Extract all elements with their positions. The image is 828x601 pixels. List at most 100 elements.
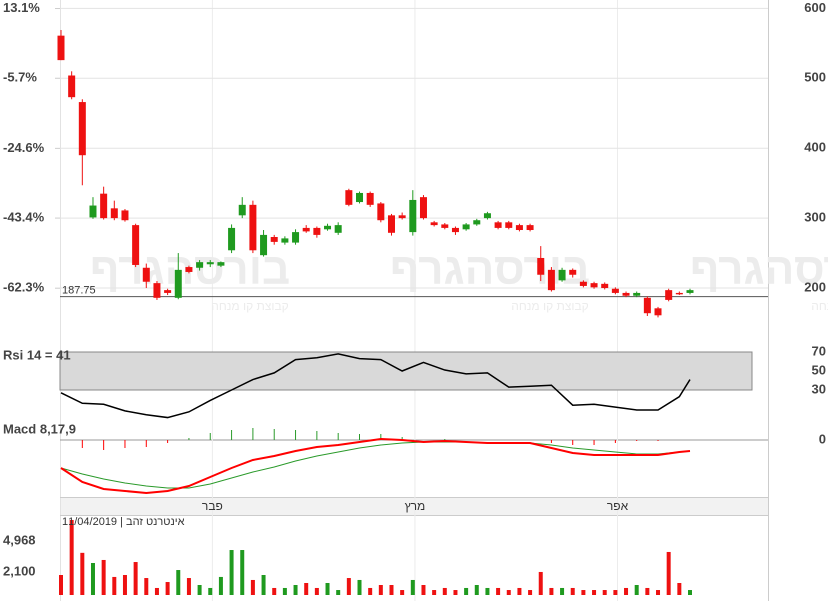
y2-tick-label: -24.6% bbox=[3, 140, 45, 155]
candle-body bbox=[473, 220, 481, 225]
volume-bar bbox=[560, 587, 565, 595]
reference-label: 187.75 bbox=[62, 285, 96, 297]
y-tick-label: 50 bbox=[812, 362, 826, 377]
volume-bar bbox=[186, 578, 191, 595]
candle-body bbox=[441, 224, 449, 228]
volume-bar bbox=[240, 550, 245, 595]
candle-body bbox=[430, 222, 438, 226]
volume-bar bbox=[602, 590, 607, 595]
candle-body bbox=[515, 225, 523, 231]
volume-bar bbox=[496, 587, 501, 595]
y-tick-label: 0 bbox=[819, 431, 826, 446]
candle-body bbox=[324, 225, 332, 230]
rsi-title: Rsi 14 = 41 bbox=[3, 347, 71, 362]
candle-body bbox=[356, 192, 364, 203]
y-tick-label: 4,968 bbox=[3, 533, 36, 548]
candle-body bbox=[547, 269, 555, 291]
volume-bar bbox=[80, 552, 85, 595]
candle-body bbox=[68, 75, 76, 98]
candle-body bbox=[387, 215, 395, 233]
candle-body bbox=[292, 232, 300, 243]
y-tick-label: 500 bbox=[804, 70, 826, 85]
candle-body bbox=[174, 269, 182, 298]
candle-body bbox=[377, 203, 385, 221]
volume-bar bbox=[517, 587, 522, 595]
volume-bar bbox=[581, 590, 586, 595]
watermark-subtitle: קבוצת קו מנחה bbox=[511, 299, 588, 313]
volume-bar bbox=[368, 587, 373, 595]
volume-bar bbox=[421, 585, 426, 595]
volume-bar bbox=[442, 587, 447, 595]
x-tick-label: אפר bbox=[607, 499, 629, 513]
volume-bar bbox=[549, 587, 554, 595]
volume-bar bbox=[197, 585, 202, 595]
candle-body bbox=[78, 102, 86, 156]
plot-layer: 0 פבר מרץ אפר 600 500 400 300 200 13.1% -5.7% -24.6… bbox=[3, 0, 826, 601]
x-tick-label: פבר bbox=[202, 499, 223, 513]
volume-bar bbox=[634, 585, 639, 595]
volume-bar bbox=[133, 562, 138, 595]
candle-body bbox=[366, 192, 374, 205]
macd-line bbox=[60, 437, 691, 495]
macd-title: Macd 8,17,9 bbox=[3, 421, 76, 436]
candle-body bbox=[110, 208, 118, 219]
candle-body bbox=[313, 227, 321, 235]
volume-bar bbox=[218, 576, 223, 595]
candle-body bbox=[217, 262, 225, 266]
candle-body bbox=[238, 204, 246, 216]
candle-body bbox=[419, 197, 427, 219]
watermark: בורסהגרף bbox=[690, 245, 828, 294]
candle-body bbox=[462, 224, 470, 230]
volume-bar bbox=[432, 590, 437, 595]
candle-body bbox=[451, 227, 459, 233]
volume-bar bbox=[645, 587, 650, 595]
volume-bar bbox=[624, 587, 629, 595]
volume-bar bbox=[112, 576, 117, 595]
volume-bar bbox=[69, 519, 74, 595]
y-tick-label: 400 bbox=[804, 140, 826, 155]
candle-body bbox=[494, 222, 502, 228]
volume-bar bbox=[357, 579, 362, 595]
volume-bar bbox=[453, 590, 458, 595]
y-tick-label: 600 bbox=[804, 0, 826, 15]
candle-body bbox=[611, 288, 619, 293]
candle-body bbox=[164, 290, 172, 293]
volume-bar bbox=[336, 590, 341, 595]
volume-bar bbox=[346, 578, 351, 595]
candle-body bbox=[409, 199, 417, 233]
volume-title: 11/04/2019 | אינטרנט זהב bbox=[62, 516, 185, 528]
candle-body bbox=[57, 35, 65, 61]
candle-body bbox=[601, 283, 609, 289]
y2-tick-label: -5.7% bbox=[3, 70, 37, 85]
candle-body bbox=[196, 262, 204, 268]
volume-bar bbox=[656, 590, 661, 595]
volume-bar bbox=[688, 590, 692, 595]
volume-bar bbox=[389, 585, 394, 595]
candle-body bbox=[569, 269, 577, 275]
y2-tick-label: -62.3% bbox=[3, 280, 45, 295]
candle-body bbox=[675, 292, 683, 295]
x-tick-label: מרץ bbox=[405, 499, 426, 513]
candle-body bbox=[153, 283, 161, 298]
candle-body bbox=[686, 290, 694, 293]
volume-bar bbox=[165, 582, 170, 595]
volume-bar bbox=[282, 587, 287, 595]
volume-bar bbox=[250, 579, 255, 595]
volume-bar bbox=[592, 590, 597, 595]
volume-bar bbox=[464, 587, 469, 595]
candle-body bbox=[100, 193, 108, 219]
volume-bar bbox=[304, 583, 309, 595]
volume-bar bbox=[666, 551, 671, 595]
volume-bar bbox=[474, 585, 479, 595]
volume-bar bbox=[538, 571, 543, 595]
volume-bar bbox=[325, 583, 330, 595]
candle-body bbox=[260, 234, 268, 256]
volume-bar bbox=[400, 590, 405, 595]
candle-body bbox=[505, 222, 513, 228]
volume-bar bbox=[410, 579, 415, 595]
watermark-subtitle: קבוצת קו מנחה bbox=[211, 299, 288, 313]
watermark-subtitle: קבוצת קו מנחה bbox=[811, 299, 828, 313]
y-tick-label: 300 bbox=[804, 210, 826, 225]
candle-body bbox=[228, 227, 236, 251]
volume-bar bbox=[90, 563, 95, 595]
